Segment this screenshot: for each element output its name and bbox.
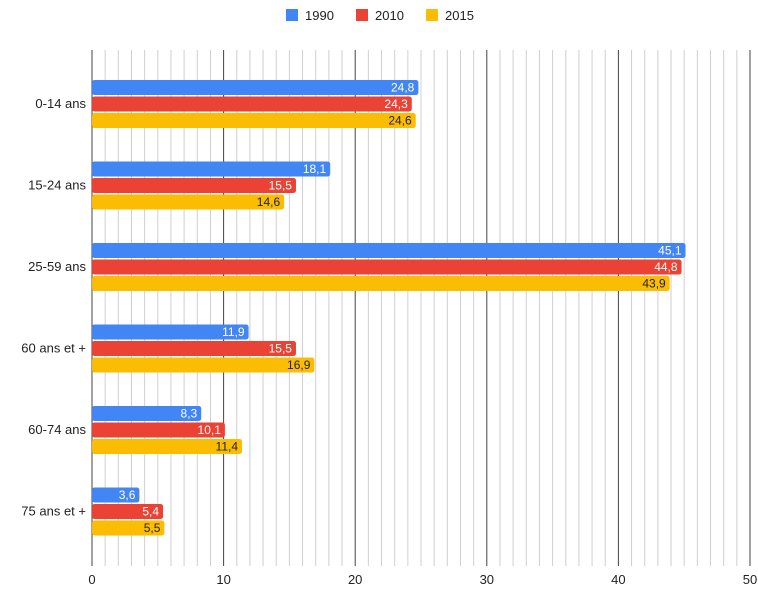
- bar: [92, 243, 686, 258]
- data-label: 11,4: [216, 440, 239, 454]
- bar: [92, 324, 249, 340]
- category-label: 25-59 ans: [28, 259, 86, 274]
- bar: [92, 520, 165, 536]
- category-label: 60-74 ans: [28, 422, 86, 437]
- category-label: 0-14 ans: [35, 96, 86, 111]
- legend-label: 2015: [445, 8, 474, 23]
- data-label: 8,3: [181, 407, 198, 421]
- bar: [92, 406, 202, 421]
- data-label: 15,5: [269, 342, 293, 356]
- bars: [92, 80, 686, 536]
- data-label: 16,9: [287, 358, 311, 372]
- bar: [92, 276, 670, 291]
- data-label: 11,9: [222, 325, 245, 339]
- legend: 1990 2010 2015: [286, 8, 474, 23]
- axes: 0 10 20 30 40 50 0-14 ans 15-24 ans 25-59 ans 60 …: [21, 96, 757, 587]
- x-tick-label: 10: [216, 572, 230, 587]
- legend-label: 1990: [305, 8, 334, 23]
- data-label: 24,6: [388, 114, 412, 128]
- bar: [92, 80, 419, 95]
- data-label: 18,1: [303, 162, 327, 176]
- data-label: 15,5: [269, 179, 293, 193]
- bar: [92, 357, 315, 373]
- legend-swatch: [426, 9, 438, 21]
- data-label: 44,8: [654, 260, 678, 274]
- legend-label: 2010: [375, 8, 404, 23]
- data-label: 24,8: [391, 81, 415, 95]
- category-label: 15-24 ans: [28, 178, 86, 193]
- data-label: 14,6: [257, 195, 281, 209]
- data-labels: 24,8 24,3 24,6 18,1 15,5 14,6 45,1 44,8 43,9 11,9…: [119, 81, 682, 536]
- data-label: 24,3: [384, 97, 408, 111]
- data-label: 43,9: [642, 277, 666, 291]
- bar: [92, 259, 682, 275]
- x-tick-label: 20: [348, 572, 362, 587]
- category-label: 75 ans et +: [21, 504, 86, 519]
- x-tick-label: 40: [611, 572, 625, 587]
- bar: [92, 161, 331, 177]
- grid: [91, 50, 751, 566]
- bar: [92, 96, 412, 112]
- bar: [92, 439, 243, 454]
- data-label: 10,1: [198, 423, 222, 437]
- bar: [92, 113, 416, 128]
- data-label: 3,6: [119, 488, 136, 502]
- x-tick-label: 30: [480, 572, 494, 587]
- legend-swatch: [356, 9, 368, 21]
- bar: [92, 487, 140, 503]
- x-tick-label: 50: [743, 572, 757, 587]
- data-label: 5,4: [142, 505, 159, 519]
- bar: [92, 341, 296, 356]
- data-label: 5,5: [144, 521, 161, 535]
- category-label: 60 ans et +: [21, 341, 86, 356]
- bar: [92, 194, 285, 210]
- bar: [92, 504, 164, 519]
- data-label: 45,1: [658, 244, 682, 258]
- bar: [92, 422, 225, 438]
- x-tick-label: 0: [88, 572, 95, 587]
- legend-swatch: [286, 9, 298, 21]
- bar: [92, 178, 296, 193]
